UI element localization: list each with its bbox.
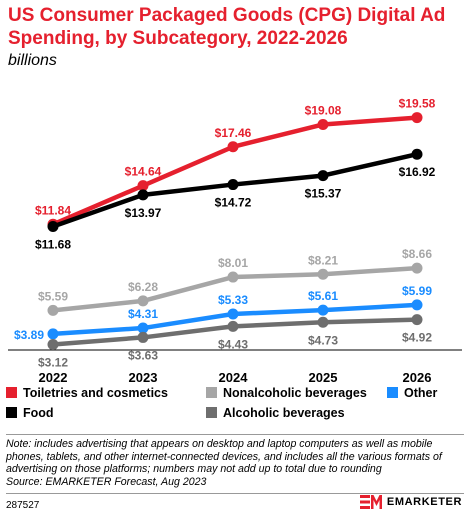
footer-divider — [6, 434, 464, 435]
data-point — [47, 220, 59, 232]
data-label: $4.43 — [218, 337, 248, 351]
data-point — [317, 118, 329, 130]
legend-label: Other — [404, 386, 437, 400]
data-point — [411, 112, 423, 124]
legend-label: Toiletries and cosmetics — [23, 386, 168, 400]
data-label: $14.64 — [125, 165, 162, 179]
footnote-note: Note: includes advertising that appears … — [6, 438, 442, 476]
data-label: $19.58 — [399, 97, 436, 111]
data-point — [137, 189, 149, 201]
brand-name: EMARKETER — [386, 496, 462, 508]
data-point — [227, 320, 239, 332]
data-point — [317, 304, 329, 316]
footnote: Note: includes advertising that appears … — [6, 438, 466, 488]
legend-label: Nonalcoholic beverages — [223, 386, 367, 400]
data-point — [227, 141, 239, 153]
legend-swatch — [206, 407, 217, 418]
legend-label: Alcoholic beverages — [223, 406, 345, 420]
legend-label: Food — [23, 406, 54, 420]
legend-swatch — [206, 387, 217, 398]
emarketer-logo-icon — [359, 495, 382, 509]
data-point — [411, 299, 423, 311]
data-label: $11.84 — [35, 203, 71, 217]
data-point — [137, 295, 149, 307]
x-tick-label: 2026 — [403, 370, 432, 385]
data-label: $8.66 — [402, 247, 432, 261]
footnote-source: Source: EMARKETER Forecast, Aug 2023 — [6, 475, 207, 488]
data-point — [227, 271, 239, 283]
chart-title: US Consumer Packaged Goods (CPG) Digital… — [8, 5, 446, 49]
data-label: $4.31 — [128, 307, 158, 321]
data-point — [47, 304, 59, 316]
data-point — [47, 338, 59, 350]
series-line — [50, 151, 420, 229]
data-point — [137, 331, 149, 343]
chart-id: 287527 — [6, 500, 40, 511]
data-label: $14.72 — [215, 196, 252, 210]
data-label: $5.99 — [402, 284, 432, 298]
data-label: $19.08 — [305, 103, 342, 117]
data-label: $8.21 — [308, 253, 338, 267]
data-label: $5.61 — [308, 289, 338, 303]
data-point — [47, 328, 59, 340]
data-point — [227, 308, 239, 320]
data-point — [137, 322, 149, 334]
data-point — [317, 316, 329, 328]
data-label: $13.97 — [125, 206, 162, 220]
data-point — [317, 268, 329, 280]
data-point — [137, 180, 149, 192]
data-point — [317, 170, 329, 182]
data-point — [411, 262, 423, 274]
x-tick-label: 2022 — [39, 370, 68, 385]
legend-swatch — [6, 407, 17, 418]
data-label: $6.28 — [128, 280, 158, 294]
data-label: $3.89 — [14, 328, 44, 342]
data-label: $3.12 — [38, 355, 68, 369]
data-label: $15.37 — [305, 187, 342, 201]
data-label: $4.92 — [402, 331, 432, 345]
data-point — [227, 179, 239, 191]
line-chart: 2022 2023 2024 2025 2026 $11.84 $14.64 $17.46 $1… — [6, 97, 462, 420]
legend-swatch — [387, 387, 398, 398]
data-label: $11.68 — [35, 237, 71, 251]
data-label: $3.63 — [128, 348, 158, 362]
data-label: $5.33 — [218, 293, 248, 307]
data-label: $16.92 — [399, 165, 436, 179]
data-label: $4.73 — [308, 333, 338, 347]
chart-subtitle: billions — [8, 52, 57, 69]
data-label: $8.01 — [218, 256, 248, 270]
data-point — [411, 314, 423, 326]
data-label: $5.59 — [38, 289, 68, 303]
x-tick-label: 2023 — [129, 370, 158, 385]
data-point — [411, 148, 423, 160]
footer-divider-bottom — [6, 493, 464, 494]
x-tick-label: 2025 — [309, 370, 338, 385]
data-label: $17.46 — [215, 126, 252, 140]
legend-swatch — [6, 387, 17, 398]
x-tick-label: 2024 — [219, 370, 249, 385]
brand-logo: EMARKETER — [359, 495, 462, 509]
